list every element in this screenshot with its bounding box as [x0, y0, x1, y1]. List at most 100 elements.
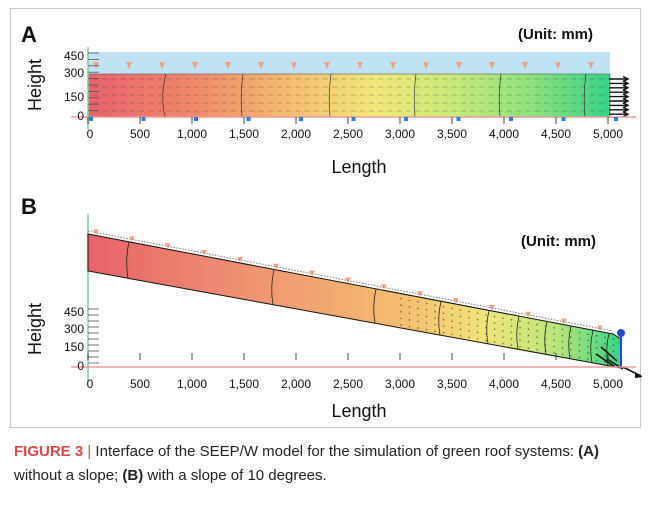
panel-a-water-layer	[88, 52, 610, 74]
mesh-node	[417, 327, 419, 329]
panel-b-mesh	[126, 241, 615, 366]
rain-arrow	[129, 236, 135, 242]
mesh-node	[536, 330, 538, 332]
mesh-node	[425, 328, 428, 331]
mesh-node	[459, 322, 462, 324]
mesh-node	[485, 333, 487, 335]
mesh-node	[578, 331, 581, 334]
boundary-node	[404, 117, 408, 121]
boundary-node	[351, 117, 356, 121]
mesh-node	[434, 330, 436, 332]
mesh-node	[408, 299, 411, 302]
mesh-node	[527, 334, 530, 337]
mesh-node	[587, 358, 589, 360]
mesh-node	[578, 338, 581, 340]
x-tick-label: 0	[87, 127, 94, 141]
mesh-node	[553, 326, 555, 329]
mesh-line	[590, 330, 594, 363]
mesh-node	[485, 314, 487, 316]
x-tick-label: 5,000	[593, 127, 623, 141]
mesh-node	[468, 323, 470, 326]
mesh-node	[468, 317, 470, 319]
mesh-node	[485, 320, 487, 323]
mesh-node	[451, 320, 453, 323]
panel-a-soil-domain	[87, 73, 611, 118]
mesh-node	[425, 309, 428, 311]
mesh-line	[271, 269, 275, 305]
x-tick-label: 3,000	[385, 377, 415, 391]
boundary-node	[246, 117, 251, 121]
mesh-node	[502, 329, 504, 332]
drain-arrow	[609, 80, 630, 87]
panel-b-x-ticks: 0 500 1,000 1,500 2,000 2,500 3,000 3,500 4,000 4…	[87, 353, 623, 391]
mesh-node	[578, 356, 581, 359]
mesh-node	[519, 339, 521, 342]
rain-arrow	[423, 62, 429, 69]
mesh-node	[536, 342, 538, 345]
caption-label: FIGURE 3	[14, 443, 84, 460]
mesh-node	[570, 330, 572, 332]
mesh-node	[459, 328, 462, 331]
figure-canvas: A (Unit: mm) 450 300 150 0 Height 0 500 1,…	[21, 22, 642, 421]
mesh-node	[595, 341, 598, 343]
x-tick-label: 2,000	[281, 377, 311, 391]
mesh-line	[438, 301, 442, 336]
panel-a-y-tick: 0	[77, 109, 84, 123]
mesh-line	[413, 73, 417, 118]
mesh-node	[476, 312, 479, 314]
panel-b-y-tick: 300	[64, 322, 84, 336]
mesh-node	[442, 325, 445, 328]
panel-a-y-axis-title: Height	[25, 59, 45, 111]
mesh-node	[604, 355, 606, 357]
x-tick-label: 1,000	[177, 127, 207, 141]
rain-arrow	[324, 62, 330, 69]
mesh-node	[459, 315, 462, 318]
mesh-node	[536, 336, 538, 338]
x-tick-label: 500	[130, 127, 150, 141]
mesh-node	[510, 337, 513, 340]
mesh-node	[434, 304, 436, 306]
mesh-node	[612, 350, 615, 353]
x-tick-label: 0	[87, 377, 94, 391]
panel-a-height-ruler	[88, 52, 618, 121]
mesh-node	[578, 344, 581, 346]
panel-a-letter: A	[21, 22, 37, 47]
caption-part-b: (B)	[122, 467, 144, 484]
panel-b-y-axis-title: Height	[25, 303, 45, 355]
mesh-node	[493, 322, 496, 324]
drain-arrow	[609, 102, 630, 109]
mesh-node	[468, 336, 470, 339]
mesh-node	[476, 338, 479, 340]
mesh-node	[527, 347, 530, 349]
panel-b: B (Unit: mm) 450 300 150 0 Height 0 500 1,…	[21, 194, 642, 421]
caption-separator: |	[87, 443, 92, 460]
mesh-node	[561, 347, 564, 349]
panel-b-x-axis-title: Length	[331, 401, 386, 421]
rain-arrow	[159, 62, 165, 69]
mesh-node	[553, 333, 555, 335]
mesh-line	[373, 288, 377, 324]
mesh-node	[544, 337, 547, 340]
mesh-node	[544, 350, 547, 353]
mesh-node	[417, 314, 419, 316]
mesh-node	[519, 333, 521, 335]
x-tick-label: 4,500	[541, 377, 571, 391]
x-tick-label: 1,500	[229, 127, 259, 141]
mesh-line	[486, 310, 490, 345]
x-tick-label: 4,000	[489, 377, 519, 391]
mesh-node	[434, 310, 436, 313]
mesh-node	[510, 325, 513, 327]
x-tick-label: 4,000	[489, 127, 519, 141]
mesh-node	[493, 334, 496, 337]
mesh-node	[476, 325, 479, 327]
panel-a-x-axis-title: Length	[331, 157, 386, 177]
mesh-node	[451, 307, 453, 310]
mesh-node	[595, 347, 598, 349]
mesh-node	[561, 341, 564, 343]
rain-arrow	[192, 62, 198, 69]
drain-arrow	[609, 111, 630, 118]
boundary-node	[194, 117, 198, 121]
drain-arrow	[609, 97, 630, 105]
mesh-node	[408, 325, 411, 328]
mesh-node	[587, 333, 589, 336]
